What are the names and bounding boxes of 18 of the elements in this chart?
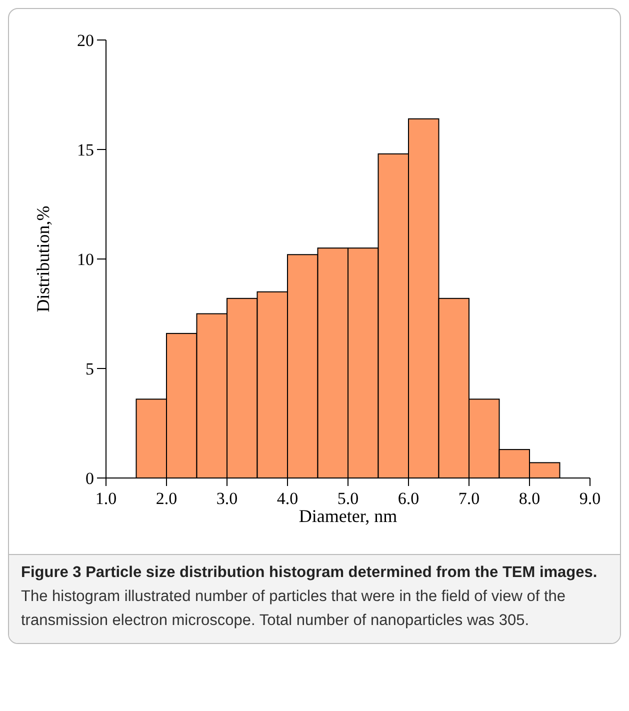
y-axis-title: Distribution,% bbox=[33, 206, 53, 312]
x-tick-label: 2.0 bbox=[156, 489, 178, 508]
y-tick-label: 15 bbox=[77, 140, 94, 160]
y-tick-label: 0 bbox=[86, 469, 94, 488]
y-tick-label: 20 bbox=[77, 31, 94, 50]
x-tick-label: 8.0 bbox=[518, 489, 540, 508]
x-tick-label: 6.0 bbox=[398, 489, 420, 508]
y-tick-label: 5 bbox=[86, 360, 94, 378]
text: The histogram illustrated number of particles that were in the field of view of the transmission electron microscope. Total number of nanoparticles was 305. bbox=[21, 588, 566, 629]
x-tick-label: 4.0 bbox=[276, 489, 298, 508]
x-tick-label: 1.0 bbox=[95, 489, 117, 508]
text: Figure 3 Particle size distribution histogram determined from the TEM images. bbox=[21, 564, 598, 581]
x-tick-label: 3.0 bbox=[216, 489, 238, 508]
x-tick-label: 7.0 bbox=[458, 489, 480, 508]
x-axis-title: Diameter, nm bbox=[298, 506, 398, 526]
y-tick-label: 10 bbox=[77, 250, 94, 269]
x-tick-label: 5.0 bbox=[337, 489, 359, 508]
x-tick-label: 9.0 bbox=[579, 489, 601, 508]
